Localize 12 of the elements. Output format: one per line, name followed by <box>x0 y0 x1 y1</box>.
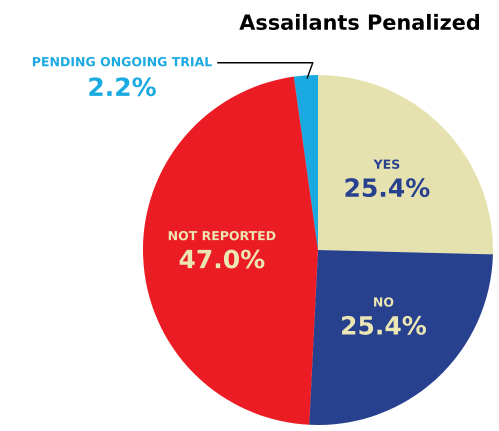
chart-title: Assailants Penalized <box>239 14 480 30</box>
slice-label: PENDING ONGOING TRIAL <box>32 56 212 66</box>
slice-label: NO <box>374 297 394 307</box>
data-label: 2.2% <box>89 77 156 96</box>
pie-slice <box>294 75 318 250</box>
data-label: 25.4% <box>342 316 426 335</box>
slice-label: NOT REPORTED <box>168 230 276 240</box>
pie-slice <box>309 250 493 425</box>
data-label: 25.4% <box>346 178 430 198</box>
slice-label: YES <box>373 159 400 169</box>
pie-slice <box>318 75 493 254</box>
data-label: 47.0% <box>180 250 264 268</box>
